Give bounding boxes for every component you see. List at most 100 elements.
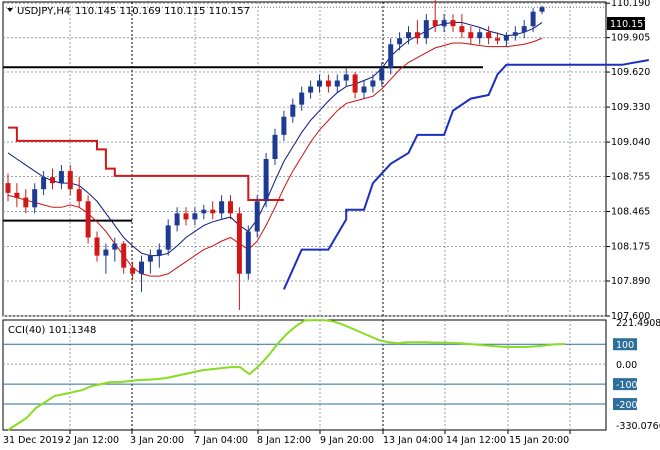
candle-body[interactable] <box>503 35 509 41</box>
candle-body[interactable] <box>272 134 278 159</box>
candle-body[interactable] <box>379 68 385 81</box>
candle-body[interactable] <box>495 38 500 41</box>
candle-body[interactable] <box>139 261 144 274</box>
candle-body[interactable] <box>183 213 189 220</box>
candle-body[interactable] <box>174 213 180 226</box>
candle-body[interactable] <box>397 38 403 45</box>
candle-body[interactable] <box>210 209 216 214</box>
price-tick-label: 109.905 <box>611 33 650 44</box>
candle-body[interactable] <box>299 92 305 105</box>
candle-body[interactable] <box>201 209 207 214</box>
price-tick-label: 107.600 <box>611 311 650 322</box>
candle-body[interactable] <box>441 20 447 27</box>
cci-level-tag <box>613 338 637 351</box>
candle-body[interactable] <box>450 20 456 27</box>
candle-body[interactable] <box>245 231 251 274</box>
candle-body[interactable] <box>192 213 198 220</box>
chart-symbol: USDJPY,H4 <box>17 6 70 17</box>
candle-body[interactable] <box>539 7 545 12</box>
candle-body[interactable] <box>370 80 376 87</box>
candle-body[interactable] <box>94 237 100 256</box>
cci-indicator <box>3 319 606 431</box>
candle-body[interactable] <box>50 177 55 184</box>
candle-body[interactable] <box>165 225 171 250</box>
triangle-down-icon[interactable] <box>7 8 13 12</box>
cci-line <box>7 319 566 431</box>
time-axis-label: 14 Jan 12:00 <box>446 435 506 446</box>
candle-body[interactable] <box>121 243 127 268</box>
price-tick-label: 108.755 <box>611 172 650 183</box>
price-tick-label: 109.330 <box>611 102 650 113</box>
cci-plot-area[interactable] <box>2 319 607 431</box>
time-axis-label: 7 Jan 04:00 <box>194 435 248 446</box>
candle-body[interactable] <box>325 80 331 87</box>
candle-body[interactable] <box>352 74 358 93</box>
cci-axis-label: 0.00 <box>616 360 637 371</box>
price-tick-label: 107.890 <box>611 276 650 287</box>
candle-body[interactable] <box>5 183 11 193</box>
main-plot-area[interactable] <box>2 1 607 317</box>
cci-level-tag <box>613 398 637 411</box>
time-axis-label: 13 Jan 04:00 <box>383 435 443 446</box>
candle-body[interactable] <box>406 32 411 39</box>
candle-body[interactable] <box>477 32 483 39</box>
cci-axis-label: 221.4908 <box>616 318 660 329</box>
price-axis: 110.190 109.905 109.620 109.330 109.040 108.7… <box>606 0 650 322</box>
candle-body[interactable] <box>41 177 47 190</box>
blue-trailing-stop <box>282 58 649 290</box>
candle-body[interactable] <box>423 20 429 39</box>
candle-body[interactable] <box>236 213 242 274</box>
current-price-tag <box>607 17 645 30</box>
time-axis-label: 15 Jan 20:00 <box>509 435 569 446</box>
price-tick-label: 110.190 <box>611 0 650 9</box>
cci-axis-label: -200 <box>616 400 638 411</box>
candle-body[interactable] <box>459 26 465 33</box>
candle-body[interactable] <box>317 80 322 87</box>
candle-body[interactable] <box>130 267 136 274</box>
candle-body[interactable] <box>112 243 118 250</box>
cci-axis-label: 100 <box>616 340 634 351</box>
candle-body[interactable] <box>103 249 109 256</box>
candle-body[interactable] <box>85 201 91 238</box>
candle-body[interactable] <box>254 201 260 232</box>
time-axis-label: 8 Jan 12:00 <box>257 435 311 446</box>
candle-body[interactable] <box>414 32 420 39</box>
candle-body[interactable] <box>521 26 527 33</box>
candle-body[interactable] <box>23 197 29 208</box>
candle-body[interactable] <box>388 44 394 69</box>
candle-body[interactable] <box>290 104 296 117</box>
price-tick-label: 108.175 <box>611 242 650 253</box>
candle-body[interactable] <box>512 32 518 36</box>
candle-body[interactable] <box>67 171 73 190</box>
candle-body[interactable] <box>343 74 349 81</box>
candle-body[interactable] <box>228 201 233 214</box>
time-axis: 31 Dec 2019 2 Jan 12:00 3 Jan 20:00 7 Jan 0… <box>3 430 571 446</box>
candle-body[interactable] <box>486 32 492 39</box>
candle-body[interactable] <box>58 171 64 184</box>
slow-moving-average <box>7 37 543 277</box>
candle-body[interactable] <box>468 32 474 39</box>
time-axis-label: 2 Jan 12:00 <box>65 435 119 446</box>
time-axis-label: 31 Dec 2019 <box>3 435 64 446</box>
cci-axis-label: -330.0766 <box>616 421 660 432</box>
candle-body[interactable] <box>147 255 153 262</box>
candle-body[interactable] <box>281 116 287 135</box>
candle-body[interactable] <box>156 249 162 256</box>
candle-body[interactable] <box>530 11 536 27</box>
stop-lines <box>8 58 649 290</box>
candle-body[interactable] <box>14 192 20 198</box>
red-trailing-stop <box>8 126 284 202</box>
time-axis-label: 9 Jan 20:00 <box>320 435 374 446</box>
candle-body[interactable] <box>76 189 82 202</box>
candle-body[interactable] <box>308 86 314 93</box>
candle-body[interactable] <box>32 189 38 208</box>
candle-body[interactable] <box>432 20 438 27</box>
candles[interactable] <box>5 0 545 310</box>
candle-body[interactable] <box>263 159 269 202</box>
candle-body[interactable] <box>361 86 367 93</box>
candle-body[interactable] <box>219 201 225 214</box>
candle-body[interactable] <box>334 80 340 87</box>
cci-axis: 221.4908 100 0.00 -100 -200 -330.0766 <box>613 318 660 432</box>
